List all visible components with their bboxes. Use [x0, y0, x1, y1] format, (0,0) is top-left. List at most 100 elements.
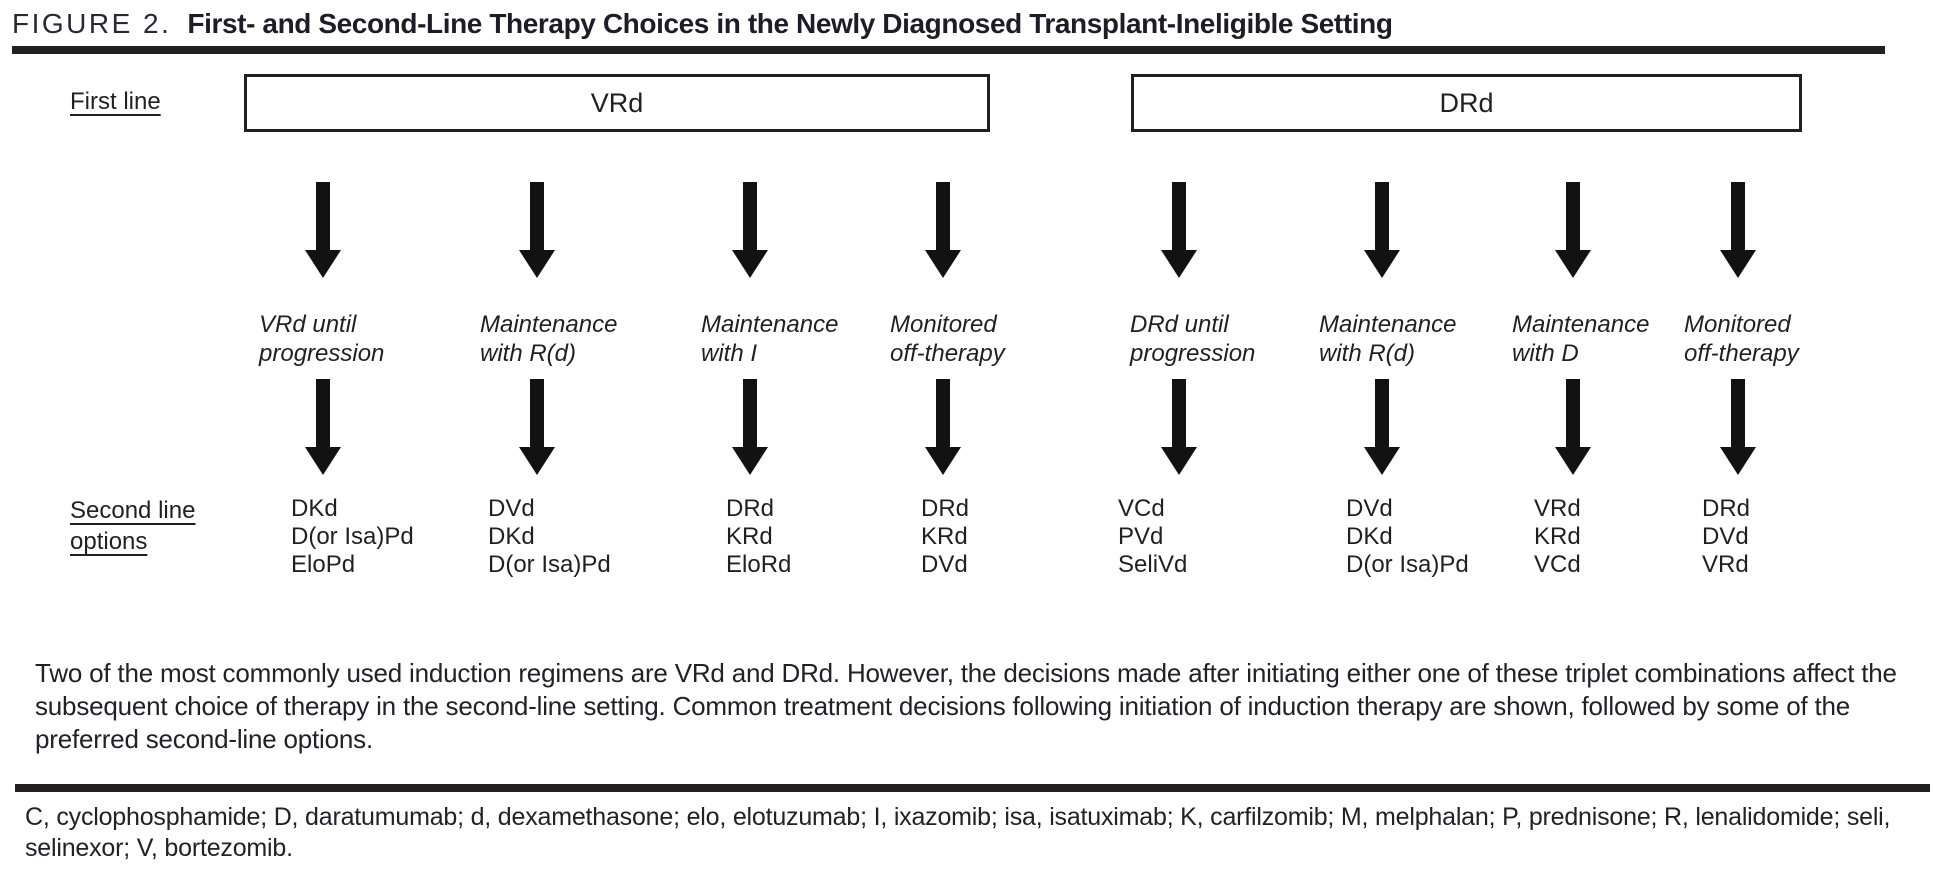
decision-label-vrd-until-progression: VRd until progression	[259, 311, 385, 367]
arrow-head	[732, 447, 768, 475]
first-line-box-drd: DRd	[1131, 74, 1802, 132]
arrow-head	[1161, 447, 1197, 475]
footnote-divider-rule	[15, 784, 1930, 792]
down-arrow	[1555, 182, 1591, 278]
figure-number-label: FIGURE 2.	[12, 8, 172, 39]
option-item: VCd	[1118, 495, 1165, 522]
arrow-head	[305, 447, 341, 475]
down-arrow	[1364, 379, 1400, 475]
arrow-shaft	[1566, 182, 1580, 250]
option-item: PVd	[1118, 523, 1164, 550]
arrow-shaft	[936, 182, 950, 250]
option-item: DVd	[1702, 523, 1749, 550]
second-line-options-list: DKd D(or Isa)Pd EloPd	[291, 495, 414, 579]
option-item: DRd	[726, 495, 775, 522]
arrow-shaft	[1731, 182, 1745, 250]
arrow-shaft	[743, 379, 757, 447]
arrow-shaft	[936, 379, 950, 447]
down-arrow	[519, 182, 555, 278]
arrow-head	[1364, 447, 1400, 475]
title-divider-rule	[12, 46, 1885, 54]
figure-header: FIGURE 2. First- and Second-Line Therapy…	[0, 0, 1942, 40]
option-item: DVd	[1346, 495, 1393, 522]
decision-label-maintenance-d: Maintenance with D	[1512, 311, 1650, 367]
second-line-options-row-label: Second line options	[70, 497, 196, 555]
arrow-head	[519, 250, 555, 278]
second-line-options-list: DVd DKd D(or Isa)Pd	[1346, 495, 1469, 579]
option-item: D(or Isa)Pd	[291, 523, 414, 550]
therapy-flow-diagram: First line Second line options VRd DRd V…	[0, 54, 1942, 609]
arrow-shaft	[1375, 379, 1389, 447]
option-item: SeliVd	[1118, 551, 1188, 578]
arrow-head	[1555, 250, 1591, 278]
first-line-row-label: First line	[70, 88, 161, 115]
down-arrow	[305, 182, 341, 278]
arrow-head	[305, 250, 341, 278]
arrow-shaft	[743, 182, 757, 250]
option-item: VRd	[1534, 495, 1581, 522]
down-arrow	[1720, 379, 1756, 475]
first-line-box-vrd: VRd	[244, 74, 990, 132]
decision-label-monitored-off-therapy: Monitored off-therapy	[1684, 311, 1799, 367]
arrow-head	[732, 250, 768, 278]
option-item: VRd	[1702, 551, 1749, 578]
arrow-head	[519, 447, 555, 475]
option-item: DVd	[921, 551, 968, 578]
arrow-head	[925, 447, 961, 475]
arrow-shaft	[316, 182, 330, 250]
down-arrow	[1161, 182, 1197, 278]
option-item: D(or Isa)Pd	[488, 551, 611, 578]
arrow-shaft	[1172, 182, 1186, 250]
arrow-shaft	[1172, 379, 1186, 447]
option-item: DRd	[921, 495, 970, 522]
arrow-head	[1364, 250, 1400, 278]
option-item: DKd	[291, 495, 338, 522]
figure-title: First- and Second-Line Therapy Choices i…	[187, 8, 1393, 39]
arrow-shaft	[1731, 379, 1745, 447]
down-arrow	[1720, 182, 1756, 278]
arrow-head	[1720, 250, 1756, 278]
arrow-head	[1720, 447, 1756, 475]
down-arrow	[732, 182, 768, 278]
abbreviations-footnote: C, cyclophosphamide; D, daratumumab; d, …	[25, 803, 1891, 862]
down-arrow	[925, 379, 961, 475]
arrow-shaft	[1566, 379, 1580, 447]
down-arrow	[1555, 379, 1591, 475]
down-arrow	[1161, 379, 1197, 475]
decision-label-maintenance-rd: Maintenance with R(d)	[1319, 311, 1457, 367]
arrow-head	[925, 250, 961, 278]
arrow-shaft	[1375, 182, 1389, 250]
down-arrow	[1364, 182, 1400, 278]
second-line-options-list: VRd KRd VCd	[1534, 495, 1581, 579]
decision-label-maintenance-i: Maintenance with I	[701, 311, 839, 367]
decision-label-maintenance-rd: Maintenance with R(d)	[480, 311, 618, 367]
second-line-options-list: DVd DKd D(or Isa)Pd	[488, 495, 611, 579]
second-line-options-list: VCd PVd SeliVd	[1118, 495, 1187, 579]
down-arrow	[732, 379, 768, 475]
option-item: KRd	[726, 523, 773, 550]
option-item: DKd	[1346, 523, 1393, 550]
second-line-options-list: DRd KRd DVd	[921, 495, 969, 579]
option-item: DKd	[488, 523, 535, 550]
second-line-options-list: DRd KRd EloRd	[726, 495, 791, 579]
arrow-shaft	[316, 379, 330, 447]
option-item: EloPd	[291, 551, 356, 578]
option-item: VCd	[1534, 551, 1581, 578]
second-line-options-list: DRd DVd VRd	[1702, 495, 1750, 579]
figure-caption: Two of the most commonly used induction …	[35, 658, 1897, 754]
arrow-head	[1161, 250, 1197, 278]
option-item: EloRd	[726, 551, 792, 578]
option-item: D(or Isa)Pd	[1346, 551, 1469, 578]
option-item: KRd	[1534, 523, 1581, 550]
decision-label-drd-until-progression: DRd until progression	[1130, 311, 1256, 367]
down-arrow	[305, 379, 341, 475]
arrow-shaft	[530, 379, 544, 447]
option-item: DRd	[1702, 495, 1751, 522]
down-arrow	[925, 182, 961, 278]
option-item: DVd	[488, 495, 535, 522]
arrow-head	[1555, 447, 1591, 475]
down-arrow	[519, 379, 555, 475]
option-item: KRd	[921, 523, 968, 550]
arrow-shaft	[530, 182, 544, 250]
